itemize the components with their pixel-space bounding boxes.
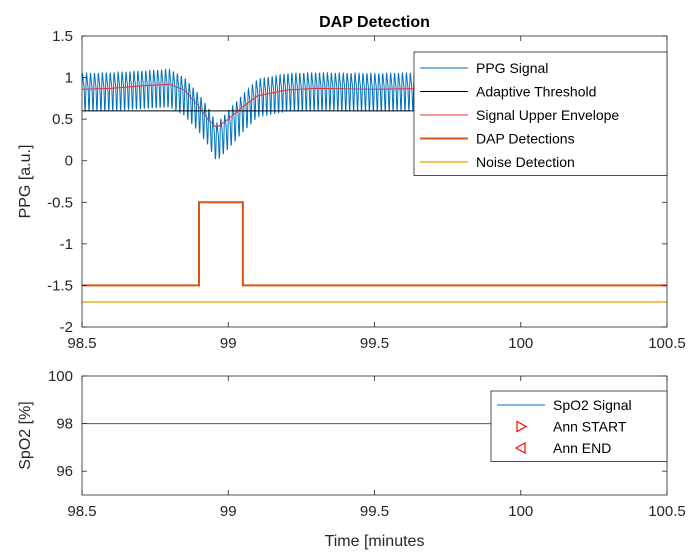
y-tick-label: -1	[60, 236, 73, 253]
ppg-axes: 98.5 99 99.5 100 100.5 1.5 1 0.5 0 -0.5 -1 -1.5 -2 DA…	[17, 14, 686, 352]
y-tick-label: 0	[65, 153, 73, 170]
series-dap-detections	[82, 201, 667, 287]
y-tick-label: -2	[60, 319, 73, 336]
x-tick-label: 99.5	[360, 335, 389, 352]
legend-entry-label: Ann START	[553, 419, 627, 435]
x-tick-label: 99	[220, 335, 237, 352]
y-tick-label: 100	[48, 368, 73, 385]
x-tick-label: 98.5	[67, 503, 96, 520]
x-tick-label: 100.5	[648, 335, 686, 352]
legend-box	[413, 51, 668, 176]
x-axis-label: Time [minutes	[325, 533, 425, 550]
y-tick-label: 96	[56, 463, 73, 480]
y-tick-label: 1.5	[52, 28, 73, 45]
y-tick-label: -0.5	[47, 194, 73, 211]
y-axis-label: SpO2 [%]	[17, 401, 34, 469]
x-tick-label: 98.5	[67, 335, 96, 352]
y-tick-label: 0.5	[52, 111, 73, 128]
legend: PPG Signal Adaptive Threshold Signal Upper…	[413, 51, 668, 176]
legend-marker-triangle-left-icon	[514, 441, 526, 455]
chart-title: DAP Detection	[319, 14, 430, 31]
legend-entry-label: PPG Signal	[476, 60, 548, 76]
x-tick-label: 99	[220, 503, 237, 520]
legend-entry-label: Ann END	[553, 440, 611, 456]
x-tick-label: 100.5	[648, 503, 686, 520]
y-tick-label: -1.5	[47, 277, 73, 294]
y-tick-label: 1	[65, 70, 73, 87]
spo2-axes: 98.5 99 99.5 100 100.5 100 98 96 SpO2 [%] Time [m…	[17, 368, 686, 550]
legend-entry-label: DAP Detections	[476, 131, 575, 147]
x-tick-label: 100	[508, 503, 533, 520]
legend-entry-label: Noise Detection	[476, 154, 575, 170]
legend-entry-label: Signal Upper Envelope	[476, 107, 619, 123]
legend: SpO2 Signal Ann START Ann END	[490, 390, 668, 462]
x-tick-label: 99.5	[360, 503, 389, 520]
y-axis-label: PPG [a.u.]	[17, 145, 34, 219]
legend-entry-label: Adaptive Threshold	[476, 84, 596, 100]
legend-entry-label: SpO2 Signal	[553, 397, 632, 413]
x-tick-label: 100	[508, 335, 533, 352]
y-tick-label: 98	[56, 416, 73, 433]
legend-marker-triangle-right-icon	[516, 420, 528, 433]
